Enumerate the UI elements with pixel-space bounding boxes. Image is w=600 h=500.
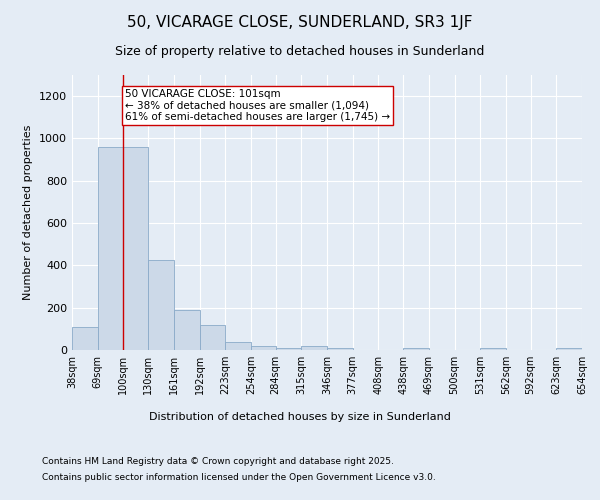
Bar [225,342,251,350]
Bar [72,326,98,350]
Bar [199,324,225,350]
Y-axis label: Number of detached properties: Number of detached properties [23,125,34,300]
Bar [480,348,506,350]
Bar [98,147,124,350]
Text: Contains public sector information licensed under the Open Government Licence v3: Contains public sector information licen… [42,472,436,482]
Bar [301,346,327,350]
Bar [251,346,275,350]
Text: Size of property relative to detached houses in Sunderland: Size of property relative to detached ho… [115,45,485,58]
Bar [124,147,148,350]
Text: Contains HM Land Registry data © Crown copyright and database right 2025.: Contains HM Land Registry data © Crown c… [42,458,394,466]
Bar [556,348,582,350]
Bar [275,348,301,350]
Text: Distribution of detached houses by size in Sunderland: Distribution of detached houses by size … [149,412,451,422]
Text: 50, VICARAGE CLOSE, SUNDERLAND, SR3 1JF: 50, VICARAGE CLOSE, SUNDERLAND, SR3 1JF [127,15,473,30]
Bar [327,348,353,350]
Text: 50 VICARAGE CLOSE: 101sqm
← 38% of detached houses are smaller (1,094)
61% of se: 50 VICARAGE CLOSE: 101sqm ← 38% of detac… [125,88,390,122]
Bar [148,260,174,350]
Bar [174,310,199,350]
Bar [403,348,429,350]
